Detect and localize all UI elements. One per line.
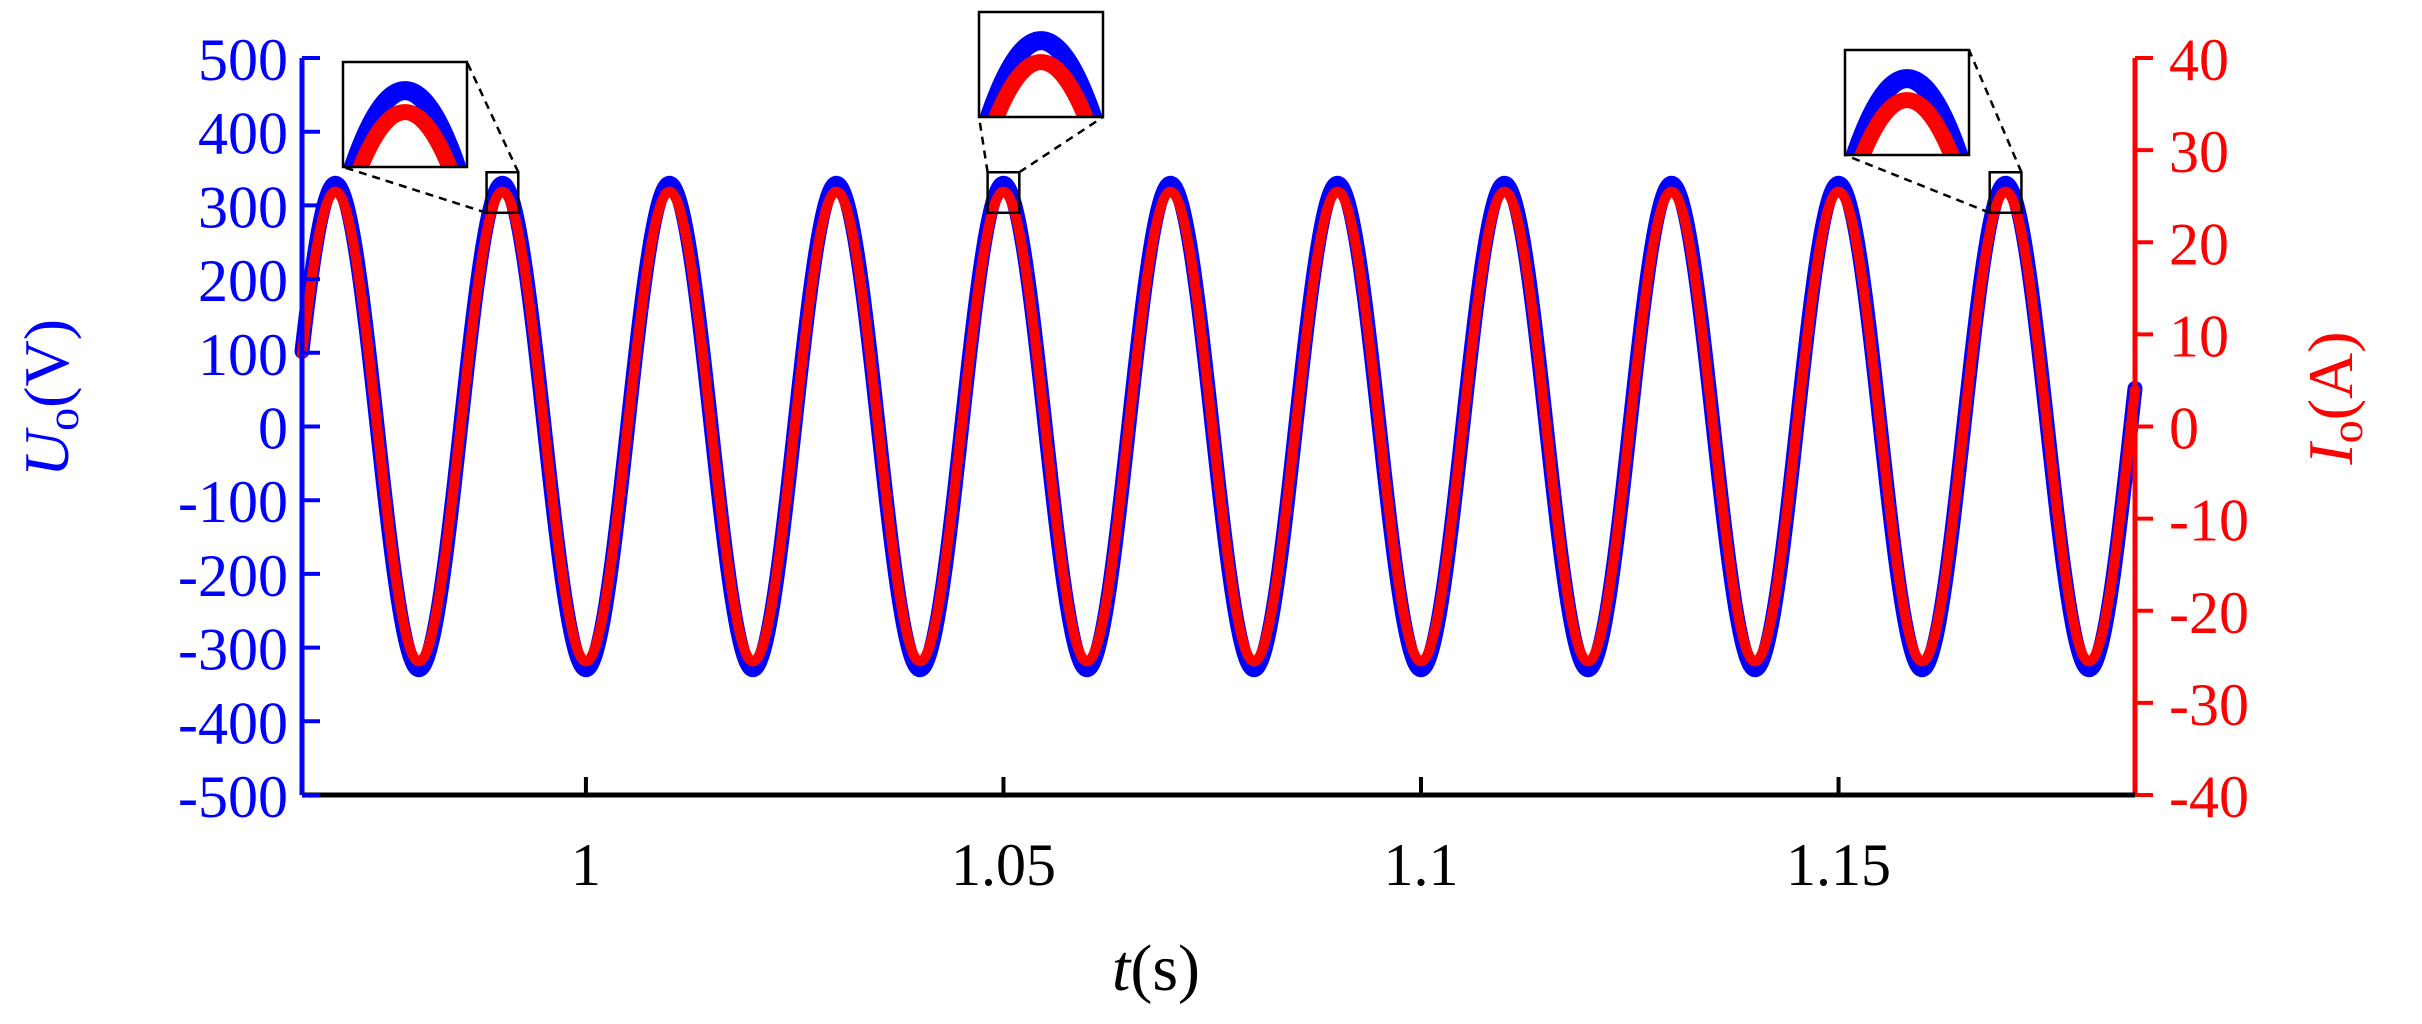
series-layer bbox=[294, 175, 2143, 678]
y-right-tick-label: -30 bbox=[2169, 672, 2249, 738]
voltage-zoom-line bbox=[979, 31, 1103, 117]
zoom-inset-frame bbox=[341, 60, 469, 169]
zoom-source-box bbox=[485, 170, 520, 215]
y-right-tick-label: 40 bbox=[2169, 27, 2229, 93]
zoom-connector bbox=[342, 165, 487, 214]
y-left-tick-label: 200 bbox=[198, 248, 288, 314]
y-right-tick-label: 0 bbox=[2169, 396, 2199, 462]
y-axis-left-label: Uo(V) bbox=[11, 319, 88, 477]
zoom-connector bbox=[1967, 49, 2023, 173]
y-left-tick-label: 0 bbox=[258, 396, 288, 462]
y-right-tick-label: 10 bbox=[2169, 303, 2229, 369]
zoom-inset bbox=[341, 60, 520, 215]
x-tick-label: 1.1 bbox=[1384, 832, 1459, 898]
zoom-source-box bbox=[1988, 170, 2023, 215]
y-left-tick-label: -500 bbox=[178, 764, 288, 830]
zoom-inset-frame bbox=[977, 10, 1105, 119]
y-left-tick-label: 400 bbox=[198, 101, 288, 167]
y-left-label-symbol: U bbox=[11, 427, 82, 477]
current-series-line bbox=[297, 186, 2140, 667]
zoom-insets bbox=[341, 10, 2023, 215]
y-right-tick-label: 30 bbox=[2169, 119, 2229, 185]
current-zoom-line bbox=[1853, 92, 1961, 155]
x-label-symbol: t bbox=[1112, 932, 1132, 1005]
y-right-tick-label: -20 bbox=[2169, 580, 2249, 646]
zoom-inset bbox=[1843, 48, 2023, 215]
tick-layer: 5004003002001000-100-200-300-400-5004030… bbox=[178, 27, 2249, 898]
y-right-label-symbol: I bbox=[2295, 441, 2366, 466]
x-tick-label: 1.05 bbox=[951, 832, 1056, 898]
voltage-zoom-line bbox=[1845, 69, 1969, 155]
y-right-label-unit: (A) bbox=[2295, 331, 2366, 420]
zoom-connector bbox=[1018, 115, 1104, 174]
x-tick-label: 1 bbox=[571, 832, 601, 898]
y-left-label-subscript: o bbox=[37, 408, 88, 431]
y-right-tick-label: -10 bbox=[2169, 488, 2249, 554]
y-left-label-unit: (V) bbox=[11, 319, 82, 408]
y-right-label-subscript: o bbox=[2321, 420, 2372, 443]
y-left-tick-label: -400 bbox=[178, 690, 288, 756]
y-left-tick-label: 300 bbox=[198, 174, 288, 240]
y-left-tick-label: 500 bbox=[198, 27, 288, 93]
zoom-inset-frame bbox=[1843, 48, 1971, 157]
y-left-tick-label: -100 bbox=[178, 469, 288, 535]
y-axis-right-label: Io(A) bbox=[2295, 331, 2372, 465]
zoom-connector bbox=[977, 116, 989, 173]
x-tick-label: 1.15 bbox=[1786, 832, 1891, 898]
zoom-source-box bbox=[986, 170, 1021, 215]
zoom-connector bbox=[1844, 153, 1991, 214]
zoom-inset bbox=[977, 10, 1105, 215]
zoom-connector bbox=[465, 61, 520, 173]
voltage-zoom-line bbox=[343, 81, 467, 167]
y-left-tick-label: -300 bbox=[178, 617, 288, 683]
y-left-tick-label: -200 bbox=[178, 543, 288, 609]
y-right-tick-label: 20 bbox=[2169, 211, 2229, 277]
y-right-tick-label: -40 bbox=[2169, 764, 2249, 830]
x-axis-label: t(s) bbox=[1112, 932, 1200, 1005]
x-label-unit: (s) bbox=[1130, 932, 1200, 1005]
y-left-tick-label: 100 bbox=[198, 322, 288, 388]
current-zoom-line bbox=[987, 54, 1095, 117]
current-zoom-line bbox=[351, 104, 459, 167]
